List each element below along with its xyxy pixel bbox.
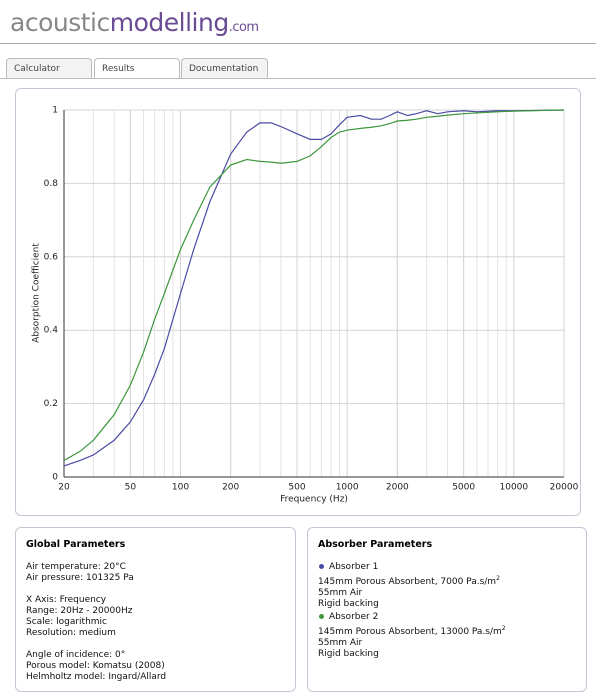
param: X Axis: Frequency <box>26 595 107 605</box>
y-axis-label: Absorption Coefficient <box>32 243 42 343</box>
param: Rigid backing <box>318 599 379 609</box>
param: Helmholtz model: Ingard/Allard <box>26 672 167 682</box>
x-tick-label: 100 <box>172 483 189 493</box>
param: Resolution: medium <box>26 628 116 638</box>
global-panel: Global Parameters Air temperature: 20°C … <box>15 527 296 692</box>
y-tick-label: 0.6 <box>44 252 59 262</box>
param: 55mm Air <box>318 588 363 598</box>
x-tick-label: 20 <box>58 483 70 493</box>
x-tick-label: 200 <box>222 483 239 493</box>
param: Air temperature: 20°C <box>26 562 126 572</box>
legend-entry: Absorber 2 <box>318 612 576 623</box>
series-line <box>63 109 565 467</box>
x-tick-label: 1000 <box>336 483 359 493</box>
panel-title: Absorber Parameters <box>318 539 433 550</box>
param: 145mm Porous Absorbent, 13000 Pa.s/m <box>318 627 502 637</box>
x-axis-label: Frequency (Hz) <box>280 495 348 505</box>
superscript: 2 <box>501 625 506 632</box>
y-tick-label: 0.4 <box>44 326 59 336</box>
param: Rigid backing <box>318 649 379 659</box>
series-line <box>63 109 565 462</box>
x-tick-label: 10000 <box>500 483 529 493</box>
x-tick-label: 500 <box>288 483 305 493</box>
x-tick-label: 50 <box>125 483 137 493</box>
tab-bar-line <box>0 78 596 79</box>
divider <box>0 43 596 44</box>
param: Angle of incidence: 0° <box>26 650 126 660</box>
param: 145mm Porous Absorbent, 7000 Pa.s/m <box>318 577 497 587</box>
logo-text: acoustic <box>10 8 110 37</box>
param: Porous model: Komatsu (2008) <box>26 661 165 671</box>
tab[interactable]: Results <box>94 58 180 79</box>
logo-text: modelling <box>109 8 229 37</box>
tab[interactable]: Calculator <box>6 58 92 78</box>
absorber-panel: Absorber Parameters Absorber 1 145mm Por… <box>307 527 587 692</box>
x-tick-label: 20000 <box>550 483 579 493</box>
y-tick-label: 1 <box>52 106 58 116</box>
param: Air pressure: 101325 Pa <box>26 573 134 583</box>
legend-marker <box>319 613 324 619</box>
chart-panel: Frequency (Hz) Absorption Coefficient 0 0… <box>15 88 581 516</box>
legend-marker <box>319 563 324 569</box>
param: Range: 20Hz - 20000Hz <box>26 606 133 616</box>
superscript: 2 <box>496 575 500 582</box>
param: 55mm Air <box>318 638 363 648</box>
y-tick-label: 0 <box>52 473 58 483</box>
y-tick-label: 0.2 <box>44 399 58 409</box>
tab[interactable]: Documentation <box>181 58 268 78</box>
panel-title: Global Parameters <box>26 539 126 550</box>
logo[interactable]: acousticmodelling.com <box>10 8 259 37</box>
chart: Frequency (Hz) Absorption Coefficient 0 0… <box>32 106 579 505</box>
x-tick-label: 2000 <box>386 483 409 493</box>
legend-label: Absorber 2 <box>329 612 379 622</box>
logo-text: .com <box>228 20 259 35</box>
param: 145mm Porous Absorbent, 13000 Pa.s/m2 <box>318 623 576 638</box>
param: 145mm Porous Absorbent, 7000 Pa.s/m2 <box>318 573 576 588</box>
x-tick-label: 5000 <box>452 483 475 493</box>
legend-label: Absorber 1 <box>329 562 379 572</box>
param: Scale: logarithmic <box>26 617 107 627</box>
y-tick-label: 0.8 <box>44 179 59 189</box>
legend-entry: Absorber 1 <box>318 562 576 573</box>
